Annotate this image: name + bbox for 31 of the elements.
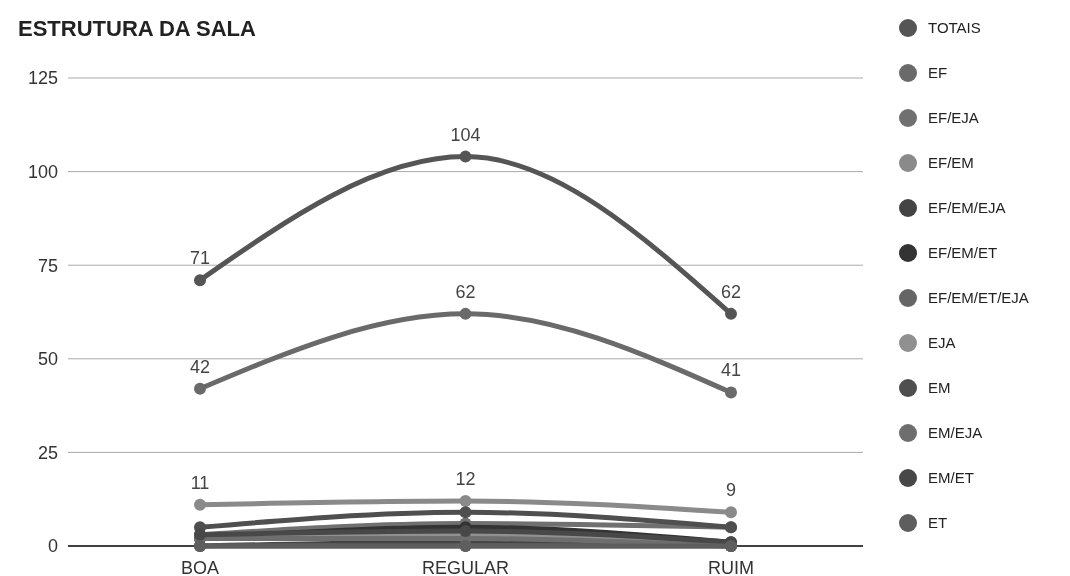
legend-label: EM/ET [928,469,974,487]
data-label: 62 [455,281,476,302]
legend-label: EF/EJA [928,109,979,127]
data-label: 71 [189,248,211,269]
y-tick-label: 100 [27,161,58,182]
legend-label: EM/EJA [928,424,983,442]
x-tick-label: REGULAR [421,558,510,576]
data-label: 11 [190,472,210,493]
data-label: 12 [455,469,476,490]
legend-label: EF/EM/EJA [928,199,1006,217]
legend-label: EF/EM/ET [928,244,998,262]
y-tick-label: 125 [27,68,58,89]
legend-label: EF/EM/ET/EJA [928,289,1029,307]
data-label: 62 [720,281,742,302]
data-label: 42 [189,356,211,377]
data-label: 41 [720,360,742,381]
legend-label: ET [928,514,948,532]
y-tick-label: 75 [37,255,58,276]
data-label: 9 [725,480,737,501]
y-tick-label: 25 [37,442,58,463]
data-label: 104 [450,124,481,145]
legend-label: EF/EM [928,154,974,172]
chart-title: ESTRUTURA DA SALA [18,16,257,41]
y-tick-label: 0 [47,536,58,557]
y-tick-label: 50 [37,349,58,370]
x-tick-label: RUIM [708,558,754,576]
x-tick-label: BOA [180,558,220,576]
legend-label: TOTAIS [928,19,981,37]
legend-label: EJA [928,334,956,352]
legend-label: EM [928,379,951,397]
legend-label: EF [928,64,948,82]
